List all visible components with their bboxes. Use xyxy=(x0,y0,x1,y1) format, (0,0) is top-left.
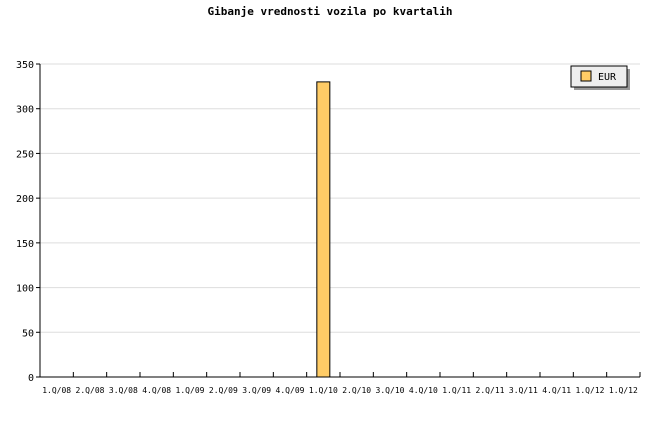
x-tick-label: 4.Q/09 xyxy=(276,386,305,395)
y-tick-label: 100 xyxy=(16,284,34,295)
x-tick-label: 2.Q/11 xyxy=(476,386,505,395)
bar-1.Q/10 xyxy=(316,81,331,378)
x-tick-label: 4.Q/11 xyxy=(542,386,571,395)
x-tick-label: 1.Q/12 xyxy=(576,386,605,395)
chart-title: Gibanje vrednosti vozila po kvartalih xyxy=(207,5,452,18)
x-tick-label: 1.Q/09 xyxy=(176,386,205,395)
legend-label: EUR xyxy=(598,72,617,83)
x-tick-label: 3.Q/10 xyxy=(376,386,405,395)
x-tick-label: 1.Q/08 xyxy=(42,386,71,395)
y-tick-label: 150 xyxy=(16,239,34,250)
x-tick-label: 1.Q/10 xyxy=(309,386,338,395)
x-tick-label: 3.Q/08 xyxy=(109,386,138,395)
axes: 0 50 100 150 200 250 300 350 1.Q/08 2.Q/08 3.Q/08 4… xyxy=(16,60,641,395)
x-tick-label: 2.Q/09 xyxy=(209,386,238,395)
x-tick-label: 1.Q/12 xyxy=(609,386,638,395)
x-tick-label: 2.Q/08 xyxy=(76,386,105,395)
y-tick-label: 250 xyxy=(16,149,34,160)
legend: EUR xyxy=(570,65,630,90)
y-tick-label: 0 xyxy=(28,373,34,384)
y-tick-label: 300 xyxy=(16,105,34,116)
y-tick-label: 50 xyxy=(22,328,34,339)
x-tick-label: 3.Q/11 xyxy=(509,386,538,395)
x-tick-label: 4.Q/08 xyxy=(142,386,171,395)
legend-swatch xyxy=(580,70,592,82)
y-tick-label: 350 xyxy=(16,60,34,71)
x-tick-label: 2.Q/10 xyxy=(342,386,371,395)
bars xyxy=(316,81,331,378)
x-tick-label: 3.Q/09 xyxy=(242,386,271,395)
y-tick-label: 200 xyxy=(16,194,34,205)
gridlines xyxy=(40,63,640,333)
x-tick-label: 4.Q/10 xyxy=(409,386,438,395)
x-tick-label: 1.Q/11 xyxy=(442,386,471,395)
